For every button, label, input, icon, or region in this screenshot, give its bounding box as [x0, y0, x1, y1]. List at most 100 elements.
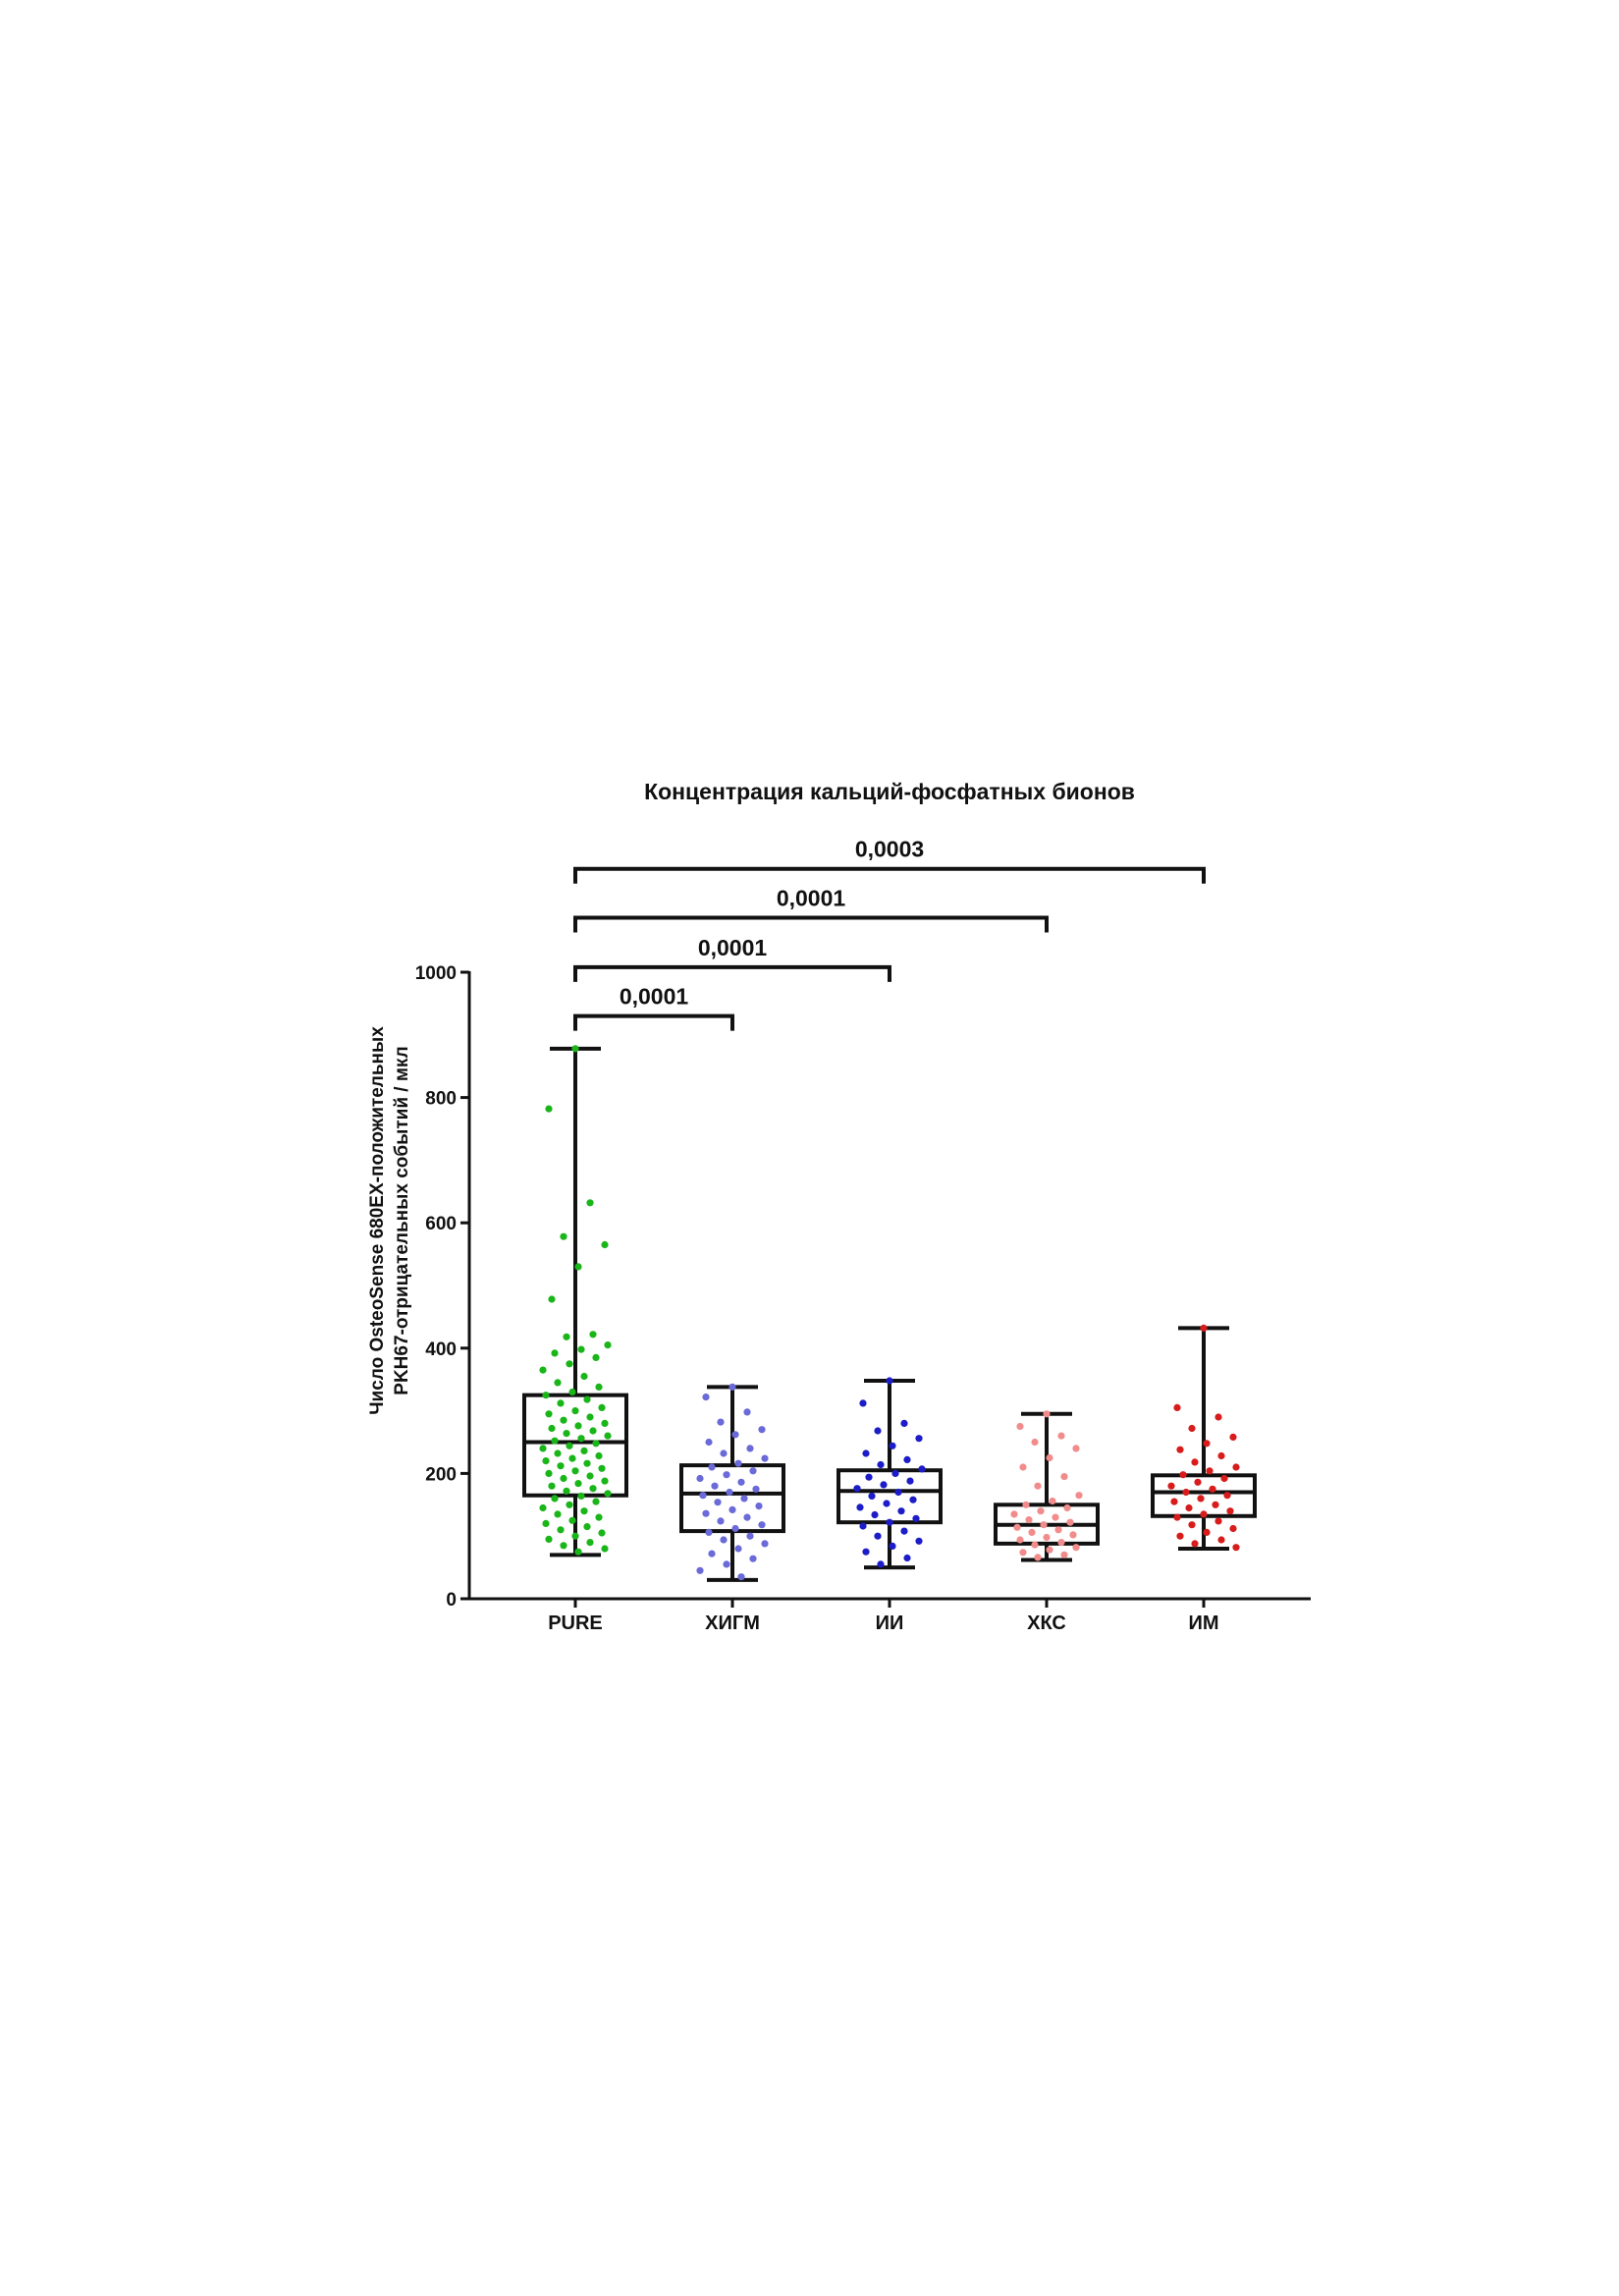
data-point	[548, 1482, 556, 1490]
data-point	[568, 1454, 576, 1462]
data-point	[604, 1432, 612, 1440]
data-point	[551, 1349, 559, 1357]
data-points	[539, 1045, 1240, 1581]
data-point	[586, 1199, 594, 1207]
bracket-line	[573, 1013, 734, 1031]
data-point	[720, 1449, 728, 1457]
y-tick-label: 400	[425, 1339, 457, 1360]
data-point	[601, 1477, 609, 1485]
data-point	[551, 1495, 559, 1503]
data-point	[568, 1388, 576, 1396]
data-point	[717, 1517, 725, 1525]
data-point	[708, 1550, 716, 1558]
data-point	[574, 1548, 582, 1556]
data-point	[915, 1435, 923, 1443]
data-point	[542, 1457, 550, 1465]
data-point	[891, 1469, 899, 1477]
data-point	[1054, 1526, 1062, 1534]
data-point	[734, 1459, 742, 1467]
data-point	[1046, 1453, 1053, 1462]
data-point	[539, 1445, 547, 1452]
data-point	[1173, 1403, 1181, 1411]
data-point	[1075, 1492, 1083, 1500]
data-point	[548, 1295, 556, 1303]
y-tick-label: 600	[425, 1214, 457, 1234]
iqr-box	[522, 1393, 628, 1498]
significance-bracket: 0,0001	[573, 984, 734, 1031]
data-point	[731, 1524, 739, 1533]
data-point	[1226, 1507, 1234, 1515]
y-ticks: 0 200 400 600 800 1000	[415, 963, 469, 1611]
data-point	[598, 1529, 606, 1537]
data-point	[601, 1240, 609, 1249]
data-point	[734, 1545, 742, 1553]
data-point	[859, 1522, 867, 1530]
data-point	[563, 1333, 570, 1340]
data-point	[1188, 1521, 1196, 1529]
data-point	[1212, 1501, 1219, 1508]
data-point	[545, 1105, 553, 1113]
data-point	[568, 1516, 576, 1524]
data-point	[877, 1460, 885, 1469]
y-tick-label: 200	[425, 1464, 457, 1485]
p-value-label: 0,0001	[620, 984, 689, 1010]
data-point	[577, 1345, 585, 1353]
x-tick-label: ХИГМ	[705, 1613, 760, 1634]
p-value-label: 0,0001	[698, 935, 768, 960]
data-point	[580, 1507, 588, 1515]
data-point	[545, 1410, 553, 1418]
data-point	[758, 1521, 766, 1529]
data-point	[711, 1482, 719, 1490]
data-point	[1176, 1532, 1184, 1540]
data-point	[903, 1455, 911, 1463]
x-tick-label: PURE	[548, 1613, 603, 1634]
data-point	[758, 1426, 766, 1434]
iqr-box	[836, 1468, 943, 1525]
data-point	[749, 1467, 757, 1475]
data-point	[592, 1498, 600, 1505]
data-point	[1019, 1549, 1027, 1557]
data-point	[583, 1395, 591, 1403]
data-point	[542, 1392, 550, 1399]
data-point	[886, 1377, 893, 1385]
data-point	[563, 1487, 570, 1495]
p-value-label: 0,0003	[855, 837, 924, 862]
data-point	[737, 1478, 745, 1486]
data-point	[696, 1474, 704, 1483]
data-point	[1200, 1510, 1208, 1518]
data-point	[1031, 1541, 1039, 1549]
data-point	[1057, 1539, 1065, 1547]
data-point	[1022, 1501, 1030, 1508]
data-point	[862, 1449, 870, 1457]
data-point	[551, 1437, 559, 1445]
data-point	[1217, 1536, 1225, 1544]
data-point	[696, 1566, 704, 1574]
data-point	[574, 1422, 582, 1430]
data-point	[740, 1495, 748, 1503]
data-point	[1060, 1473, 1068, 1481]
data-point	[729, 1505, 736, 1513]
data-point	[1016, 1536, 1024, 1544]
x-ticks: PURE ХИГМ ИИ ХКС ИМ	[548, 1599, 1219, 1634]
data-point	[598, 1403, 606, 1411]
data-point	[1167, 1482, 1175, 1490]
data-point	[595, 1513, 603, 1521]
boxes	[522, 1046, 1257, 1582]
data-point	[598, 1464, 606, 1472]
data-point	[1057, 1432, 1065, 1440]
data-point	[1043, 1533, 1051, 1542]
data-point	[574, 1480, 582, 1488]
x-tick-label: ХКС	[1027, 1613, 1066, 1634]
data-point	[560, 1416, 567, 1424]
box-group	[994, 1411, 1100, 1562]
data-point	[601, 1545, 609, 1553]
data-point	[906, 1477, 914, 1485]
data-point	[856, 1503, 864, 1511]
data-point	[583, 1459, 591, 1467]
data-point	[1170, 1498, 1178, 1505]
bracket-line	[573, 915, 1049, 933]
data-point	[1046, 1546, 1053, 1554]
data-point	[1034, 1482, 1042, 1490]
data-point	[749, 1555, 757, 1562]
